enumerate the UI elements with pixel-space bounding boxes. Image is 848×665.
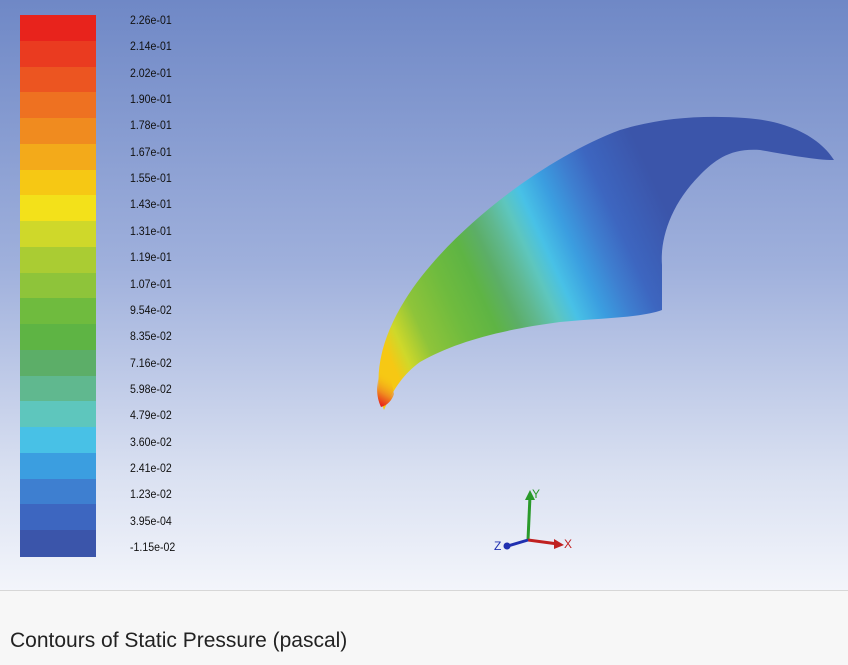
y-axis-arrow [526,495,532,541]
color-scale-label: 3.60e-02 [130,434,172,449]
color-scale-label: 1.90e-01 [130,92,172,107]
color-scale-label: 9.54e-02 [130,302,172,317]
color-scale-swatch [20,221,96,249]
color-scale-swatch [20,530,96,558]
color-scale-swatch [20,246,96,274]
color-scale-swatch [20,375,96,403]
color-scale-swatch [20,401,96,429]
caption-bar: Contours of Static Pressure (pascal) [0,590,848,665]
color-scale-label: 4.79e-02 [130,408,172,423]
color-scale-swatch [20,15,96,42]
color-scale-label: 1.67e-01 [130,144,172,159]
coordinate-axes-triad[interactable]: Y X Z [488,482,584,562]
color-scale-swatch [20,504,96,532]
color-scale-swatch [20,324,96,352]
color-scale-swatch [20,169,96,197]
y-axis-label: Y [532,487,540,501]
color-scale-swatch [20,195,96,223]
color-scale-label: 2.41e-02 [130,460,172,475]
color-scale-bar [20,15,96,558]
z-axis-label: Z [494,539,501,553]
color-scale-label: 1.55e-01 [130,171,172,186]
color-scale-swatch [20,66,96,94]
color-scale-label: 1.23e-02 [130,487,172,502]
x-axis-arrowhead [554,539,564,549]
x-axis-label: X [564,537,572,551]
color-scale-label: 2.14e-01 [130,39,172,54]
color-scale-label: 2.02e-01 [130,65,172,80]
blade-surface [378,116,834,410]
color-scale-label: 3.95e-04 [130,513,172,528]
color-scale-label: 1.78e-01 [130,118,172,133]
color-scale-swatch [20,118,96,146]
color-scale-swatch [20,92,96,120]
color-scale-swatch [20,143,96,171]
color-scale-label: 5.98e-02 [130,381,172,396]
blade-contour-plot [377,116,834,410]
graphics-viewport[interactable]: 2.26e-01 2.14e-01 2.02e-01 1.90e-01 1.78e-01… [0,0,848,590]
z-axis-tip [503,542,511,550]
color-scale-swatch [20,349,96,377]
color-scale-swatch [20,427,96,455]
color-scale-swatch [20,40,96,68]
plot-caption: Contours of Static Pressure (pascal) [10,629,348,652]
x-axis-arrow [527,538,559,546]
color-scale-label: 2.26e-01 [130,13,172,27]
color-scale-label: 1.43e-01 [130,197,172,212]
color-scale-label: 1.07e-01 [130,276,172,291]
z-axis-arrow [507,538,529,548]
color-scale-swatch [20,298,96,326]
color-scale-swatch [20,452,96,480]
color-scale-swatch [20,272,96,300]
color-scale-label: 1.19e-01 [130,250,172,265]
y-axis-arrowhead [525,490,535,500]
color-scale-swatch [20,478,96,506]
color-scale-label: 7.16e-02 [130,355,172,370]
blade-leading-edge-hotspot [377,362,394,407]
color-scale-label: 8.35e-02 [130,329,172,344]
color-scale-label: 1.31e-01 [130,223,172,238]
color-scale-label: -1.15e-02 [130,540,176,554]
